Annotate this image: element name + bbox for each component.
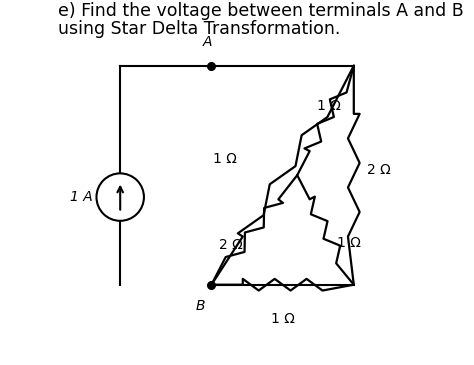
Text: 2 Ω: 2 Ω bbox=[219, 238, 243, 251]
Text: 2 Ω: 2 Ω bbox=[366, 163, 390, 177]
Text: e) Find the voltage between terminals A and B: e) Find the voltage between terminals A … bbox=[58, 2, 464, 20]
Text: 1 Ω: 1 Ω bbox=[337, 236, 361, 250]
Text: using Star Delta Transformation.: using Star Delta Transformation. bbox=[58, 20, 340, 38]
Text: 1 Ω: 1 Ω bbox=[213, 152, 237, 166]
Text: 1 Ω: 1 Ω bbox=[317, 99, 341, 113]
Text: B: B bbox=[196, 299, 205, 313]
Text: A: A bbox=[203, 35, 212, 49]
Text: 1 Ω: 1 Ω bbox=[271, 312, 294, 326]
Text: 1 A: 1 A bbox=[70, 190, 93, 204]
